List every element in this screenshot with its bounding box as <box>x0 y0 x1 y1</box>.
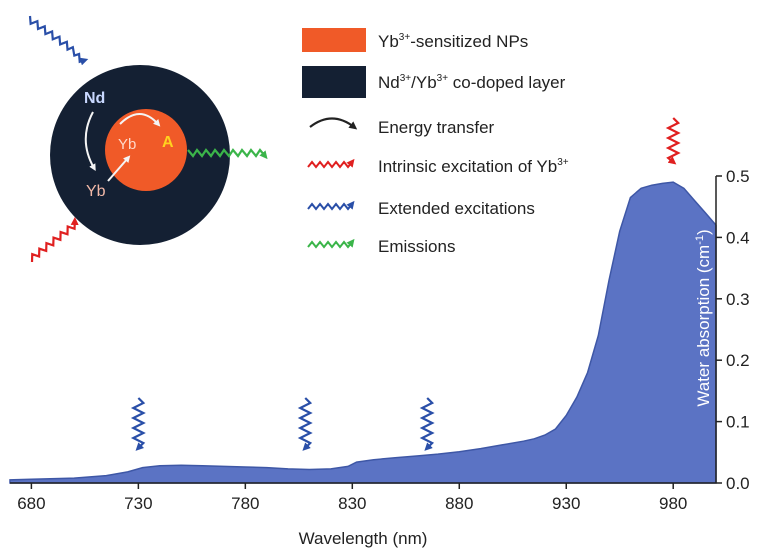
y-tick-label: 0.5 <box>726 167 750 186</box>
axes <box>10 176 717 484</box>
shell-transfer-arrow <box>84 111 96 172</box>
y-tick-label: 0.4 <box>726 228 750 247</box>
x-tick-label: 730 <box>124 494 152 513</box>
x-tick-label: 980 <box>659 494 687 513</box>
x-axis-title: Wavelength (nm) <box>299 529 428 548</box>
y-axis-title-close: ) <box>694 229 713 235</box>
a-label: A <box>162 134 174 151</box>
legend-label-yb-sensitized: Yb3+-sensitized NPs <box>378 32 528 51</box>
y-axis-title-sup: -1 <box>694 235 706 245</box>
legend-label-nd-yb-layer: Nd3+/Yb3+ co-doped layer <box>378 73 566 92</box>
nd-label: Nd <box>84 90 105 107</box>
x-tick-label: 930 <box>552 494 580 513</box>
schematic-blue-wave-arrow <box>28 15 89 66</box>
core-circle <box>105 109 187 191</box>
extended-excitation-arrow <box>297 397 313 451</box>
x-tick-label: 830 <box>338 494 366 513</box>
legend-swatch-nd-yb-layer <box>302 66 366 98</box>
legend-swatch-yb-sensitized <box>302 28 366 52</box>
y-ticks: 0.0 0.1 0.2 0.3 0.4 0.5 <box>716 167 750 493</box>
y-tick-label: 0.3 <box>726 290 750 309</box>
x-ticks: 680 730 780 830 880 930 980 <box>17 483 687 513</box>
legend-label-energy-transfer: Energy transfer <box>378 118 495 137</box>
schematic-red-wave-arrow <box>30 216 79 263</box>
y-tick-label: 0.2 <box>726 351 750 370</box>
excitation-arrows <box>130 117 681 451</box>
intrinsic-excitation-arrow <box>665 117 681 165</box>
extended-excitation-arrow <box>130 397 146 451</box>
extended-excitation-arrow <box>419 397 435 451</box>
legend-label-intrinsic: Intrinsic excitation of Yb3+ <box>378 157 569 176</box>
legend-extended-wave-icon <box>307 200 355 211</box>
core-transfer-arrow <box>119 113 161 127</box>
legend-label-emissions: Emissions <box>378 237 455 256</box>
y-tick-label: 0.0 <box>726 474 750 493</box>
y-tick-label: 0.1 <box>726 413 750 432</box>
legend-emission-wave-icon <box>307 238 355 249</box>
yb-shell-label: Yb <box>86 183 106 200</box>
nanoparticle-schematic: Nd Yb Yb A <box>28 15 268 263</box>
yb-core-label: Yb <box>118 136 136 153</box>
plot-area <box>9 181 717 484</box>
legend-energy-transfer-icon <box>309 117 358 130</box>
x-tick-label: 880 <box>445 494 473 513</box>
x-tick-label: 780 <box>231 494 259 513</box>
x-tick-label: 680 <box>17 494 45 513</box>
legend: Yb3+-sensitized NPs Nd3+/Yb3+ co-doped l… <box>302 28 569 256</box>
legend-label-extended: Extended excitations <box>378 199 535 218</box>
schematic-green-wave-arrow <box>187 148 268 160</box>
shell-to-core-arrow <box>107 155 131 182</box>
y-axis-title: Water absorption (cm-1) <box>694 229 713 406</box>
y-axis-title-main: Water absorption (cm <box>694 245 713 407</box>
legend-intrinsic-wave-icon <box>307 158 355 169</box>
water-absorption-area <box>9 181 717 484</box>
